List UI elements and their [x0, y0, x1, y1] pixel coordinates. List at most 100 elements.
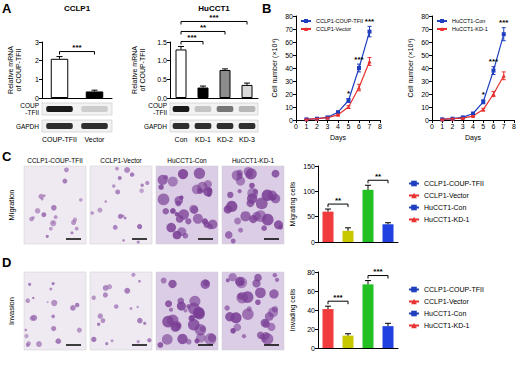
svg-text:D: D [2, 255, 11, 270]
svg-text:50: 50 [421, 52, 429, 59]
svg-text:10: 10 [285, 104, 293, 111]
svg-text:***: *** [209, 13, 219, 22]
svg-text:60: 60 [421, 39, 429, 46]
svg-text:CCLP1-Vector: CCLP1-Vector [424, 298, 469, 305]
svg-text:Relative mRNA: Relative mRNA [7, 46, 14, 94]
svg-text:4: 4 [471, 123, 475, 130]
svg-text:8: 8 [512, 123, 516, 130]
svg-text:70: 70 [285, 26, 293, 33]
svg-text:***: *** [373, 267, 383, 276]
svg-text:70: 70 [421, 26, 429, 33]
svg-text:***: *** [499, 18, 509, 27]
svg-text:100: 100 [303, 188, 315, 195]
svg-text:CCLP1-COUP-TFII: CCLP1-COUP-TFII [27, 157, 83, 164]
svg-text:0: 0 [35, 95, 39, 102]
svg-text:5: 5 [481, 123, 485, 130]
svg-text:CCLP1-Vector: CCLP1-Vector [100, 157, 142, 164]
svg-text:A: A [2, 1, 12, 16]
svg-text:1.5: 1.5 [157, 39, 167, 46]
svg-text:1: 1 [305, 123, 309, 130]
svg-text:0: 0 [289, 117, 293, 124]
svg-text:HuCCT1-KD-1: HuCCT1-KD-1 [452, 26, 488, 32]
svg-text:COUP-TFII: COUP-TFII [42, 136, 77, 143]
svg-text:60: 60 [307, 288, 315, 295]
svg-text:CCLP1-COUP-TFII: CCLP1-COUP-TFII [424, 286, 484, 293]
svg-text:CCLP1-Vector: CCLP1-Vector [316, 26, 351, 32]
svg-text:Migration: Migration [7, 190, 16, 221]
svg-text:GAPDH: GAPDH [16, 123, 39, 130]
svg-text:150: 150 [303, 163, 315, 170]
svg-text:3: 3 [35, 39, 39, 46]
svg-text:Days: Days [330, 134, 346, 142]
svg-text:COUP: COUP [20, 102, 39, 109]
svg-text:Relative mRNA: Relative mRNA [131, 46, 138, 94]
svg-text:HuCCT1-KD-1: HuCCT1-KD-1 [232, 157, 275, 164]
svg-text:0: 0 [425, 117, 429, 124]
svg-text:-TFII: -TFII [25, 109, 39, 116]
svg-text:40: 40 [307, 307, 315, 314]
svg-text:HuCCT1-Con: HuCCT1-Con [167, 157, 207, 164]
svg-text:3: 3 [326, 123, 330, 130]
svg-text:0: 0 [311, 345, 315, 352]
svg-text:2: 2 [451, 123, 455, 130]
svg-text:0: 0 [294, 123, 298, 130]
svg-text:*: * [482, 90, 486, 99]
svg-text:50: 50 [307, 213, 315, 220]
svg-text:Migrating cells: Migrating cells [289, 181, 297, 226]
svg-text:0.5: 0.5 [157, 76, 167, 83]
svg-text:Invasion: Invasion [7, 297, 16, 325]
svg-text:5: 5 [347, 123, 351, 130]
svg-text:KD-2: KD-2 [217, 136, 233, 143]
svg-text:of COUP-TFII: of COUP-TFII [15, 49, 22, 92]
svg-text:Vector: Vector [85, 136, 106, 143]
svg-text:30: 30 [421, 78, 429, 85]
svg-text:8: 8 [378, 123, 382, 130]
svg-text:50: 50 [285, 52, 293, 59]
svg-text:**: ** [375, 172, 382, 181]
svg-text:40: 40 [421, 65, 429, 72]
svg-text:1: 1 [35, 76, 39, 83]
svg-text:HuCCT1-KD-1: HuCCT1-KD-1 [424, 322, 470, 329]
svg-text:***: *** [489, 57, 499, 66]
svg-text:HuCCT1-KD-1: HuCCT1-KD-1 [424, 216, 470, 223]
svg-text:***: *** [354, 55, 364, 64]
svg-text:CCLP1: CCLP1 [64, 4, 91, 13]
svg-text:CCLP1-COUP-TFII: CCLP1-COUP-TFII [316, 18, 364, 24]
svg-text:40: 40 [285, 65, 293, 72]
svg-text:Invading cells: Invading cells [289, 288, 297, 331]
svg-text:6: 6 [357, 123, 361, 130]
svg-text:7: 7 [502, 123, 506, 130]
svg-text:***: *** [333, 293, 343, 302]
svg-text:20: 20 [285, 91, 293, 98]
svg-text:*: * [347, 89, 351, 98]
svg-text:**: ** [200, 23, 207, 32]
svg-text:HuCCT1-Con: HuCCT1-Con [452, 18, 485, 24]
svg-text:4: 4 [336, 123, 340, 130]
svg-text:***: *** [365, 17, 375, 26]
svg-text:80: 80 [421, 13, 429, 20]
svg-text:6: 6 [492, 123, 496, 130]
svg-text:CCLP1-COUP-TFII: CCLP1-COUP-TFII [424, 180, 484, 187]
svg-text:2: 2 [315, 123, 319, 130]
svg-text:80: 80 [307, 269, 315, 276]
svg-text:KD-3: KD-3 [239, 136, 255, 143]
svg-text:0: 0 [430, 123, 434, 130]
svg-text:***: *** [187, 33, 197, 42]
svg-text:1: 1 [440, 123, 444, 130]
svg-text:10: 10 [421, 104, 429, 111]
svg-text:0.0: 0.0 [157, 95, 167, 102]
svg-text:COUP: COUP [148, 102, 167, 109]
svg-text:B: B [262, 1, 271, 16]
svg-text:20: 20 [307, 326, 315, 333]
svg-text:80: 80 [285, 13, 293, 20]
svg-text:1.0: 1.0 [157, 57, 167, 64]
svg-text:20: 20 [421, 91, 429, 98]
svg-text:60: 60 [285, 39, 293, 46]
svg-text:-TFII: -TFII [153, 109, 167, 116]
svg-text:Cell number (×10⁴): Cell number (×10⁴) [271, 38, 279, 97]
svg-text:HuCCT1-Con: HuCCT1-Con [424, 204, 467, 211]
svg-text:3: 3 [461, 123, 465, 130]
svg-text:7: 7 [368, 123, 372, 130]
svg-text:C: C [2, 149, 12, 164]
svg-text:of COUP-TFII: of COUP-TFII [139, 49, 146, 92]
